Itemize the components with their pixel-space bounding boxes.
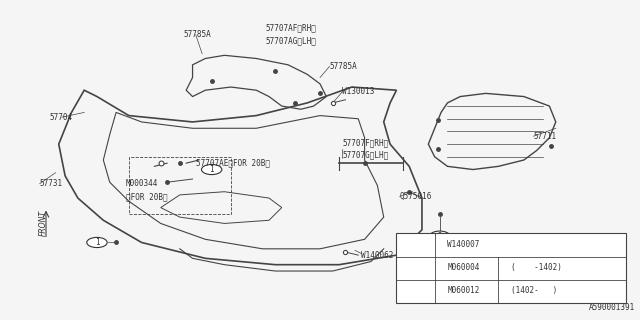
Circle shape bbox=[405, 274, 426, 284]
Circle shape bbox=[405, 240, 426, 250]
Text: 57707AG〈LH〉: 57707AG〈LH〉 bbox=[266, 36, 317, 45]
Bar bbox=[396, 233, 626, 303]
Text: 57707F〈RH〉: 57707F〈RH〉 bbox=[342, 138, 388, 147]
Text: 57704: 57704 bbox=[49, 113, 72, 122]
Text: 2: 2 bbox=[438, 232, 442, 241]
Text: 57731: 57731 bbox=[40, 179, 63, 188]
Text: 57707AF〈RH〉: 57707AF〈RH〉 bbox=[266, 24, 317, 33]
Text: (1402-   ): (1402- ) bbox=[511, 286, 557, 295]
Text: W130013: W130013 bbox=[342, 87, 374, 96]
Text: 1: 1 bbox=[413, 240, 418, 249]
Text: 1: 1 bbox=[209, 165, 214, 174]
Text: FRONT: FRONT bbox=[38, 211, 47, 236]
Text: W140062: W140062 bbox=[362, 251, 394, 260]
Text: Q575016: Q575016 bbox=[399, 192, 432, 201]
Text: 57785A: 57785A bbox=[330, 62, 357, 71]
Circle shape bbox=[87, 237, 107, 248]
Text: M060004: M060004 bbox=[447, 263, 480, 272]
Text: 57785A: 57785A bbox=[183, 30, 211, 39]
Text: 1: 1 bbox=[95, 238, 99, 247]
Text: A590001391: A590001391 bbox=[589, 303, 636, 312]
Text: M000344: M000344 bbox=[125, 179, 158, 188]
Circle shape bbox=[202, 164, 222, 175]
Text: 2: 2 bbox=[413, 275, 418, 284]
Text: W140007: W140007 bbox=[447, 240, 480, 249]
Circle shape bbox=[429, 231, 450, 241]
Bar bbox=[129, 157, 231, 214]
Text: (    -1402): ( -1402) bbox=[511, 263, 562, 272]
Text: 57707AE〈FOR 20B〉: 57707AE〈FOR 20B〉 bbox=[196, 159, 269, 168]
Text: 57711: 57711 bbox=[534, 132, 557, 141]
Text: M060012: M060012 bbox=[447, 286, 480, 295]
Text: 〈FOR 20B〉: 〈FOR 20B〉 bbox=[125, 192, 167, 201]
Text: 57707G〈LH〉: 57707G〈LH〉 bbox=[342, 151, 388, 160]
